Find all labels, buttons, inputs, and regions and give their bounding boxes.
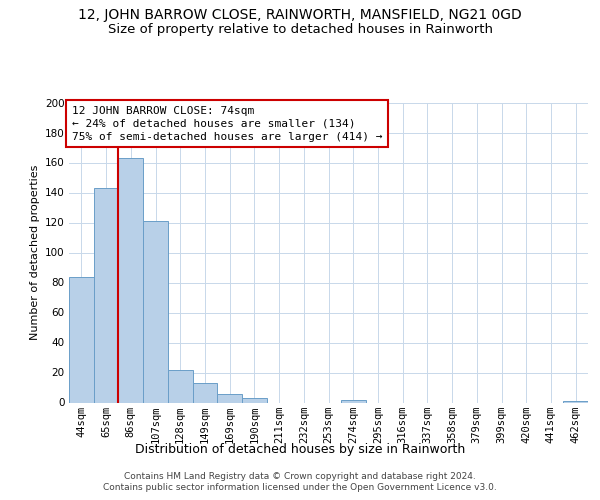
- Bar: [217, 394, 242, 402]
- Bar: [69, 276, 94, 402]
- Y-axis label: Number of detached properties: Number of detached properties: [29, 165, 40, 340]
- Text: 12 JOHN BARROW CLOSE: 74sqm
← 24% of detached houses are smaller (134)
75% of se: 12 JOHN BARROW CLOSE: 74sqm ← 24% of det…: [71, 106, 382, 142]
- Bar: [563, 401, 588, 402]
- Text: Contains HM Land Registry data © Crown copyright and database right 2024.
Contai: Contains HM Land Registry data © Crown c…: [103, 472, 497, 492]
- Bar: [94, 188, 118, 402]
- Bar: [242, 398, 267, 402]
- Bar: [118, 158, 143, 402]
- Bar: [341, 400, 365, 402]
- Text: Size of property relative to detached houses in Rainworth: Size of property relative to detached ho…: [107, 22, 493, 36]
- Bar: [168, 370, 193, 402]
- Text: 12, JOHN BARROW CLOSE, RAINWORTH, MANSFIELD, NG21 0GD: 12, JOHN BARROW CLOSE, RAINWORTH, MANSFI…: [78, 8, 522, 22]
- Bar: [193, 383, 217, 402]
- Bar: [143, 221, 168, 402]
- Text: Distribution of detached houses by size in Rainworth: Distribution of detached houses by size …: [135, 442, 465, 456]
